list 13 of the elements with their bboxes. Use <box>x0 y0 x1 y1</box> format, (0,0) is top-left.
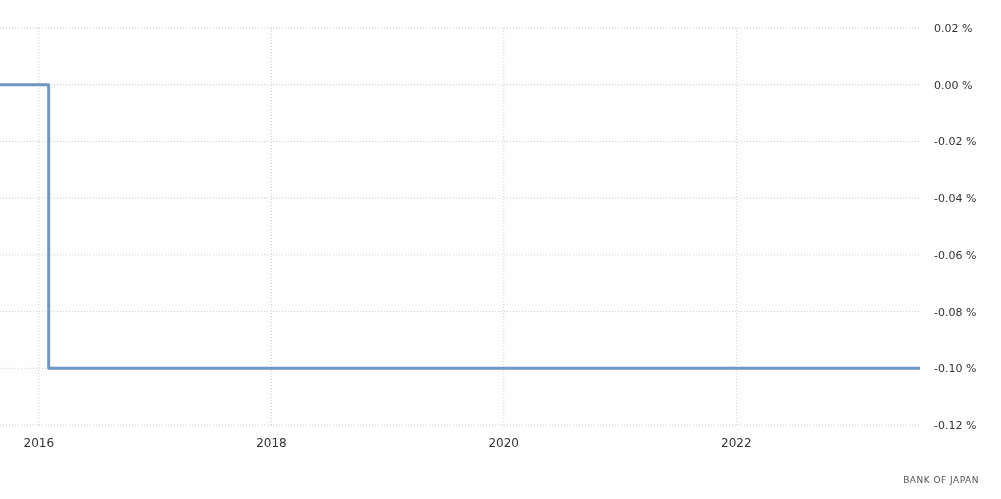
y-tick-label: 0.02 % <box>934 22 973 35</box>
y-tick-label: -0.12 % <box>934 419 977 432</box>
x-tick-label: 2020 <box>488 436 520 450</box>
x-tick-label: 2018 <box>256 436 287 450</box>
y-tick-label: 0.00 % <box>934 78 973 92</box>
y-tick-label: -0.04 % <box>934 192 977 206</box>
y-tick-label: -0.02 % <box>934 135 977 149</box>
y-tick-label: -0.10 % <box>934 362 977 376</box>
x-tick-label: 2016 <box>23 436 55 450</box>
x-tick-label: 2022 <box>721 436 752 450</box>
y-tick-label: -0.06 % <box>934 248 977 262</box>
text: BANK OF JAPAN <box>903 475 979 485</box>
y-tick-label: -0.08 % <box>934 305 977 319</box>
